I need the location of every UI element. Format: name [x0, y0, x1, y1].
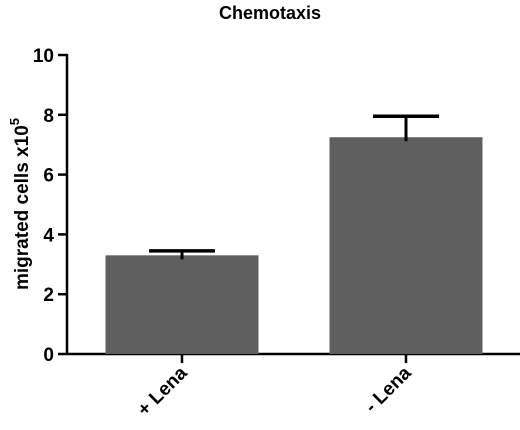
x-tick-label-1: - Lena: [361, 362, 416, 417]
y-tick-label-2: 4: [43, 225, 54, 246]
y-tick-label-4: 8: [43, 106, 54, 127]
y-tick-label-0: 0: [43, 345, 54, 366]
bar-0: [105, 255, 259, 354]
plot-area: 0 2 4 6 8 10 + Lena - Lena: [33, 46, 520, 420]
y-tick-label-3: 6: [43, 166, 54, 187]
svg-text:migrated cells x105: migrated cells x105: [7, 118, 33, 290]
y-axis-label-text: migrated cells x10: [12, 125, 33, 290]
y-axis-label-superscript: 5: [7, 118, 22, 125]
y-tick-label-5: 10: [33, 46, 54, 67]
chart-title: Chemotaxis: [219, 3, 321, 23]
y-tick-label-1: 2: [43, 285, 54, 306]
bar-1: [329, 137, 483, 354]
y-axis-label: migrated cells x105: [7, 118, 33, 290]
x-tick-label-0: + Lena: [134, 362, 192, 420]
